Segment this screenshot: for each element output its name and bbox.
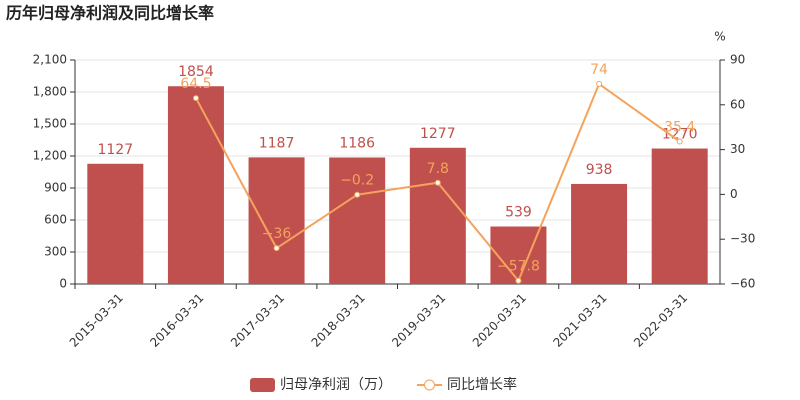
y-tick-label: 2,100: [33, 53, 67, 67]
bar: [87, 163, 144, 284]
y2-tick-label: 60: [730, 97, 745, 111]
x-tick-label: 2016-03-31: [147, 291, 206, 350]
y2-tick-label: 90: [730, 53, 745, 67]
legend-swatch: [250, 378, 275, 392]
bar-value-label: 1187: [259, 135, 295, 151]
legend-label: 同比增长率: [447, 376, 517, 393]
y-tick-label: 1,500: [33, 117, 67, 131]
line-point: [434, 179, 441, 186]
bar: [571, 183, 628, 284]
chart-title: 历年归母净利润及同比增长率: [6, 4, 214, 23]
line-value-label: −57.8: [497, 259, 540, 275]
bar-value-label: 1270: [662, 127, 698, 143]
x-tick-label: 2022-03-31: [631, 291, 690, 350]
bar-value-label: 1127: [97, 142, 133, 158]
line-value-label: −0.2: [340, 173, 374, 189]
y2-tick-label: −60: [730, 277, 755, 291]
x-tick-label: 2019-03-31: [389, 291, 448, 350]
legend-swatch-point: [424, 379, 435, 391]
bar: [329, 157, 386, 284]
bar-value-label: 938: [586, 162, 613, 178]
bar-value-label: 539: [505, 205, 532, 221]
x-tick-label: 2017-03-31: [228, 291, 287, 350]
bar-value-label: 1186: [339, 135, 375, 151]
legend-label: 归母净利润（万）: [280, 376, 392, 393]
bar: [167, 86, 224, 285]
bar: [248, 157, 305, 284]
line-point: [596, 80, 603, 87]
y2-tick-label: 0: [730, 187, 738, 201]
x-tick-label: 2015-03-31: [67, 291, 126, 350]
bar-value-label: 1277: [420, 126, 456, 142]
y-tick-label: 0: [59, 277, 67, 291]
y2-tick-label: −30: [730, 232, 755, 246]
line-value-label: 64.5: [180, 76, 211, 92]
x-tick-label: 2021-03-31: [550, 291, 609, 350]
line-point: [354, 191, 361, 198]
line-point: [515, 277, 522, 284]
line-point: [676, 138, 683, 145]
line-value-label: 7.8: [427, 161, 449, 177]
y-tick-label: 300: [44, 245, 67, 259]
x-tick-label: 2020-03-31: [470, 291, 529, 350]
y-tick-label: 900: [44, 181, 67, 195]
line-value-label: −36: [262, 226, 292, 242]
line-value-label: 35.4: [664, 120, 695, 136]
y-tick-label: 1,800: [33, 85, 67, 99]
line-point: [192, 95, 199, 102]
line-point: [273, 245, 280, 252]
bar-value-label: 1854: [178, 64, 214, 80]
y-tick-label: 600: [44, 213, 67, 227]
x-tick-label: 2018-03-31: [309, 291, 368, 350]
y2-axis-title: %: [714, 30, 725, 44]
y2-tick-label: 30: [730, 142, 745, 156]
bar: [651, 148, 708, 284]
y-tick-label: 1,200: [33, 149, 67, 163]
bar: [409, 147, 466, 284]
line-value-label: 74: [590, 62, 608, 78]
